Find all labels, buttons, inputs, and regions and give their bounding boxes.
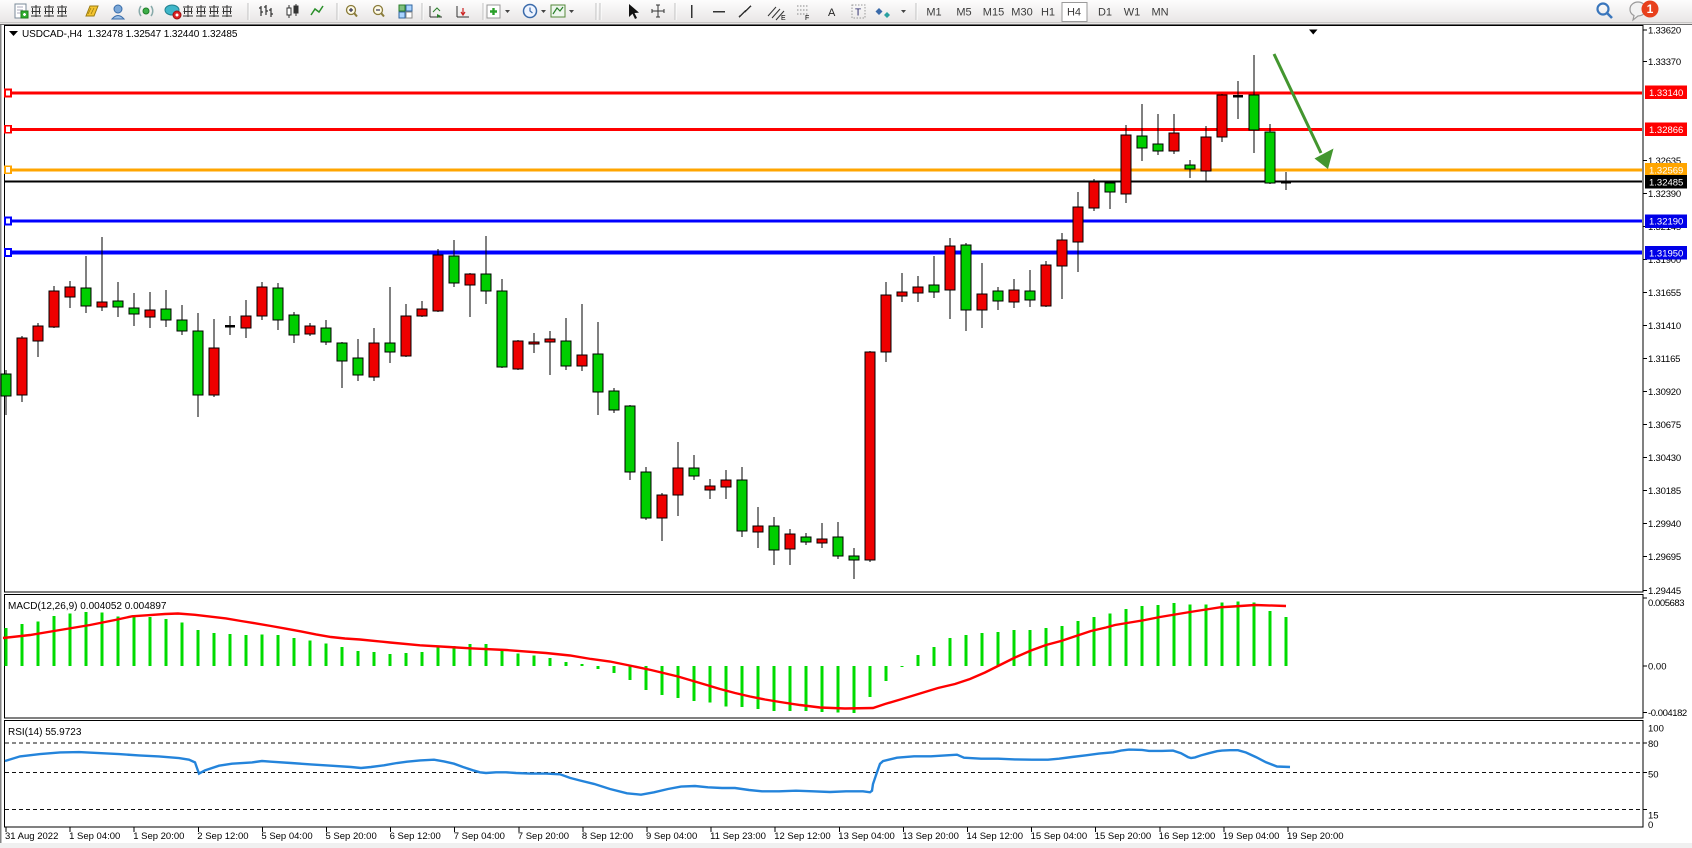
svg-text:31 Aug 2022: 31 Aug 2022 <box>5 831 58 842</box>
svg-text:1.30185: 1.30185 <box>1648 486 1681 497</box>
svg-text:16 Sep 12:00: 16 Sep 12:00 <box>1159 831 1216 842</box>
svg-text:1.32866: 1.32866 <box>1649 125 1683 136</box>
svg-text:12 Sep 12:00: 12 Sep 12:00 <box>774 831 831 842</box>
svg-text:1.32635: 1.32635 <box>1648 156 1681 167</box>
svg-text:0: 0 <box>1648 820 1653 831</box>
svg-text:5 Sep 20:00: 5 Sep 20:00 <box>326 831 377 842</box>
svg-text:1.31655: 1.31655 <box>1648 288 1681 299</box>
svg-text:RSI(14) 55.9723: RSI(14) 55.9723 <box>8 727 82 738</box>
svg-text:13 Sep 20:00: 13 Sep 20:00 <box>902 831 959 842</box>
svg-text:1.31410: 1.31410 <box>1648 321 1681 332</box>
svg-text:USDCAD-,H4 1.32478 1.32547 1.: USDCAD-,H4 1.32478 1.32547 1.32440 1.324… <box>22 29 238 40</box>
svg-text:F: F <box>805 15 809 22</box>
svg-text:1.29940: 1.29940 <box>1648 519 1681 530</box>
svg-text:15: 15 <box>1648 811 1659 822</box>
svg-text:D1: D1 <box>1098 7 1112 19</box>
svg-text:MN: MN <box>1151 7 1168 19</box>
svg-text:15 Sep 04:00: 15 Sep 04:00 <box>1031 831 1088 842</box>
svg-text:M1: M1 <box>926 7 941 19</box>
svg-text:1.30675: 1.30675 <box>1648 420 1681 431</box>
svg-text:M5: M5 <box>956 7 971 19</box>
svg-text:1.33620: 1.33620 <box>1648 26 1681 37</box>
svg-text:0.00: 0.00 <box>1648 662 1667 673</box>
svg-text:14 Sep 12:00: 14 Sep 12:00 <box>967 831 1024 842</box>
svg-text:1.32569: 1.32569 <box>1649 165 1683 176</box>
svg-text:19 Sep 20:00: 19 Sep 20:00 <box>1287 831 1344 842</box>
svg-text:E: E <box>781 15 786 22</box>
svg-text:1.32190: 1.32190 <box>1649 217 1683 228</box>
svg-text:H4: H4 <box>1067 7 1081 19</box>
svg-text:1.31165: 1.31165 <box>1648 354 1680 365</box>
svg-text:9 Sep 04:00: 9 Sep 04:00 <box>646 831 697 842</box>
svg-text:1 Sep 04:00: 1 Sep 04:00 <box>69 831 120 842</box>
svg-text:100: 100 <box>1648 724 1664 735</box>
svg-text:1.32390: 1.32390 <box>1648 189 1681 200</box>
svg-text:50: 50 <box>1648 770 1659 781</box>
svg-text:5 Sep 04:00: 5 Sep 04:00 <box>261 831 312 842</box>
svg-text:7 Sep 04:00: 7 Sep 04:00 <box>454 831 505 842</box>
svg-text:15 Sep 20:00: 15 Sep 20:00 <box>1095 831 1152 842</box>
svg-text:1.29695: 1.29695 <box>1648 552 1681 563</box>
svg-text:M30: M30 <box>1011 7 1032 19</box>
svg-text:1.32485: 1.32485 <box>1649 177 1683 188</box>
svg-text:MACD(12,26,9) 0.004052 0.00489: MACD(12,26,9) 0.004052 0.004897 <box>8 601 167 612</box>
svg-text:W1: W1 <box>1124 7 1141 19</box>
svg-text:1.33370: 1.33370 <box>1648 57 1681 68</box>
svg-text:1.31900: 1.31900 <box>1648 255 1681 266</box>
svg-text:1: 1 <box>1647 2 1654 16</box>
svg-text:1.29445: 1.29445 <box>1648 586 1681 597</box>
svg-text:80: 80 <box>1648 739 1659 750</box>
svg-text:1.30920: 1.30920 <box>1648 387 1681 398</box>
svg-text:2 Sep 12:00: 2 Sep 12:00 <box>197 831 248 842</box>
svg-text:H1: H1 <box>1041 7 1055 19</box>
svg-text:6 Sep 12:00: 6 Sep 12:00 <box>390 831 441 842</box>
svg-text:1 Sep 20:00: 1 Sep 20:00 <box>133 831 184 842</box>
svg-text:11 Sep 23:00: 11 Sep 23:00 <box>710 831 766 842</box>
svg-text:0.005683: 0.005683 <box>1648 598 1684 609</box>
svg-text:-0.004182: -0.004182 <box>1648 708 1687 719</box>
svg-text:8 Sep 12:00: 8 Sep 12:00 <box>582 831 633 842</box>
svg-text:7 Sep 20:00: 7 Sep 20:00 <box>518 831 569 842</box>
svg-text:T: T <box>855 8 861 19</box>
svg-text:13 Sep 04:00: 13 Sep 04:00 <box>838 831 895 842</box>
svg-text:A: A <box>828 7 836 19</box>
svg-text:1.33140: 1.33140 <box>1649 88 1683 99</box>
svg-text:M15: M15 <box>983 7 1004 19</box>
svg-text:1.30430: 1.30430 <box>1648 453 1681 464</box>
svg-text:19 Sep 04:00: 19 Sep 04:00 <box>1223 831 1280 842</box>
svg-text:1.31950: 1.31950 <box>1649 248 1683 259</box>
